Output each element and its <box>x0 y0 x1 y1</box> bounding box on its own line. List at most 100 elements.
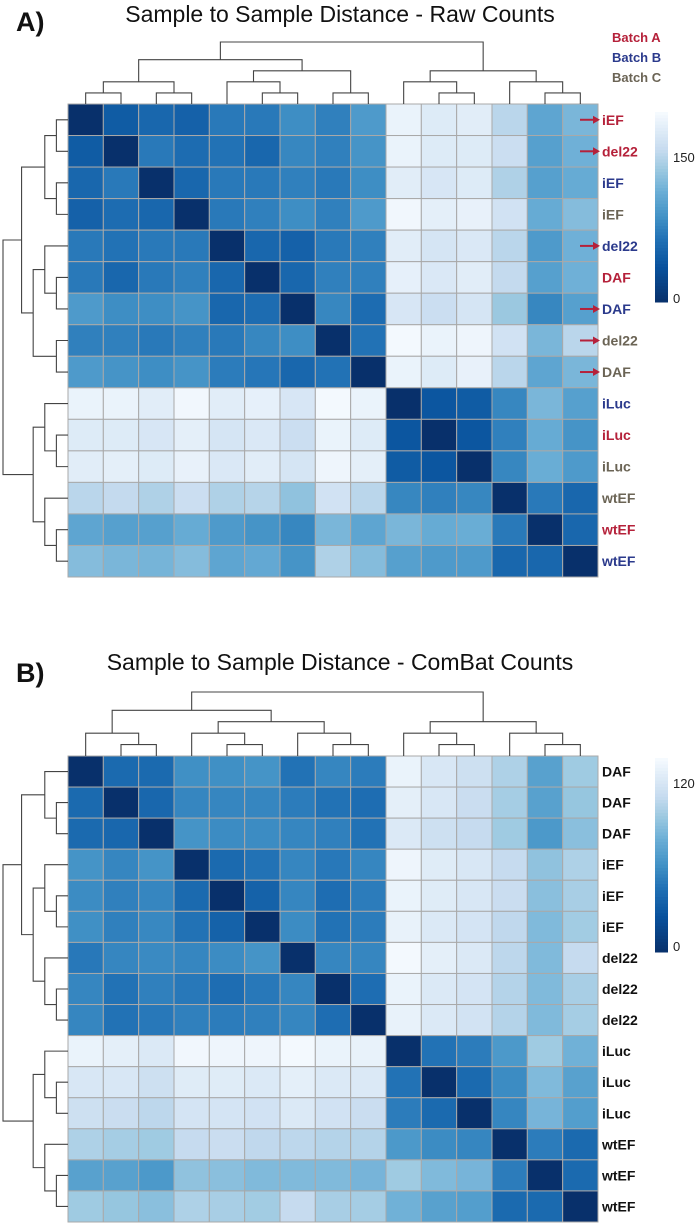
heatmap-cell <box>279 292 316 326</box>
heatmap-cell <box>526 848 564 881</box>
colorbar-segment <box>655 172 668 176</box>
colorbar-segment <box>655 295 668 300</box>
heatmap-cell <box>385 513 422 546</box>
colorbar-segment <box>655 945 668 950</box>
heatmap-cell <box>67 418 104 452</box>
heatmap-cell <box>173 1128 210 1161</box>
heatmap-cell <box>456 324 493 357</box>
heatmap-cell <box>208 324 246 357</box>
row-labels-a: iEF del22 iEF iEF del22 DAF DAF del22 DAF iLuc iLu… <box>580 112 638 569</box>
heatmap-cell <box>244 1159 281 1192</box>
arrow-icon <box>580 241 600 250</box>
heatmap-cell <box>314 513 352 546</box>
heatmap-cell <box>173 941 210 974</box>
arrow-icon <box>580 368 600 377</box>
heatmap-cell <box>102 135 140 168</box>
heatmap-cell <box>350 786 387 819</box>
row-label: del22 <box>602 981 638 997</box>
heatmap-cell <box>67 481 104 515</box>
heatmap-cell <box>314 1004 352 1037</box>
colorbar-segment <box>655 283 668 287</box>
heatmap-cell <box>314 544 352 578</box>
heatmap-cell <box>526 755 564 788</box>
heatmap-cell <box>314 450 352 483</box>
colorbar-segment <box>655 800 668 804</box>
heatmap-cell <box>67 324 104 357</box>
heatmap-cell <box>67 544 104 578</box>
heatmap-cell <box>173 166 210 200</box>
heatmap-cell <box>314 1190 352 1223</box>
heatmap-cell <box>491 481 528 515</box>
heatmap-cell <box>244 848 281 881</box>
column-dendrogram-branch <box>155 92 193 104</box>
heatmap-cell <box>385 879 422 912</box>
heatmap-cell <box>138 910 175 943</box>
heatmap-cell <box>491 544 528 578</box>
heatmap-cell <box>208 879 246 912</box>
heatmap-cell <box>562 387 599 420</box>
heatmap-cell <box>102 786 140 819</box>
colorbar-segment <box>655 257 668 262</box>
heatmap-cell <box>350 229 387 263</box>
row-label: wtEF <box>601 1136 636 1152</box>
heatmap-cell <box>138 817 175 850</box>
heatmap-cell <box>173 848 210 881</box>
heatmap-cell <box>208 135 246 168</box>
heatmap-cell <box>491 229 528 263</box>
heatmap-cell <box>279 1128 316 1161</box>
heatmap-cell <box>314 292 352 326</box>
colorbar-segment <box>655 906 668 911</box>
heatmap-cell <box>314 324 352 357</box>
heatmap-cell <box>138 786 175 819</box>
heatmap-cell <box>102 513 140 546</box>
heatmap-cell <box>456 1035 493 1068</box>
heatmap-cell <box>67 910 104 943</box>
heatmap-cell <box>138 166 175 200</box>
heatmap-cell <box>562 450 599 483</box>
heatmap-cell <box>491 198 528 231</box>
colorbar-segment <box>655 248 668 252</box>
colorbar-segment <box>655 909 668 914</box>
heatmap-cell <box>244 879 281 912</box>
heatmap-cell <box>491 1159 528 1192</box>
heatmap-cell <box>102 103 140 137</box>
heatmap-cell <box>244 1097 281 1130</box>
heatmap-cell <box>244 1004 281 1037</box>
heatmap-cell <box>456 355 493 389</box>
column-dendrogram-branch <box>226 744 263 756</box>
heatmap-cell <box>173 544 210 578</box>
column-dendrogram-branch <box>217 721 325 734</box>
heatmap-cell <box>244 941 281 974</box>
colorbar-segment <box>655 203 668 208</box>
heatmap-cell <box>208 261 246 294</box>
heatmap-cell <box>279 786 316 819</box>
heatmap-cell <box>420 786 458 819</box>
heatmap-cell <box>491 324 528 357</box>
heatmap-cell <box>526 418 564 452</box>
column-dendrogram-branch <box>102 81 175 93</box>
colorbar-segment <box>655 767 668 772</box>
heatmap-cell <box>385 941 422 974</box>
colorbar-segment <box>655 919 668 924</box>
colorbar-segment <box>655 137 668 141</box>
heatmap-cell <box>456 1004 493 1037</box>
row-dendrogram-branch <box>32 887 45 982</box>
heatmap-cell <box>102 324 140 357</box>
heatmap-cell <box>562 1097 599 1130</box>
heatmap-cell <box>385 261 422 294</box>
heatmap-cell <box>350 1066 387 1099</box>
heatmap-cell <box>562 848 599 881</box>
heatmap-cell <box>420 972 458 1006</box>
colorbar-segment <box>655 803 668 807</box>
colorbar-segment <box>655 916 668 921</box>
heatmap-cell <box>102 1128 140 1161</box>
heatmap-cell <box>138 1066 175 1099</box>
heatmap-cell <box>279 324 316 357</box>
heatmap-cell <box>562 817 599 850</box>
heatmap-cell <box>244 910 281 943</box>
colorbar-a-tick-min: 0 <box>673 291 680 306</box>
row-dendrogram-branch <box>55 182 68 215</box>
colorbar-segment <box>655 871 668 875</box>
heatmap-cell <box>244 450 281 483</box>
column-dendrogram-branch <box>120 744 157 756</box>
